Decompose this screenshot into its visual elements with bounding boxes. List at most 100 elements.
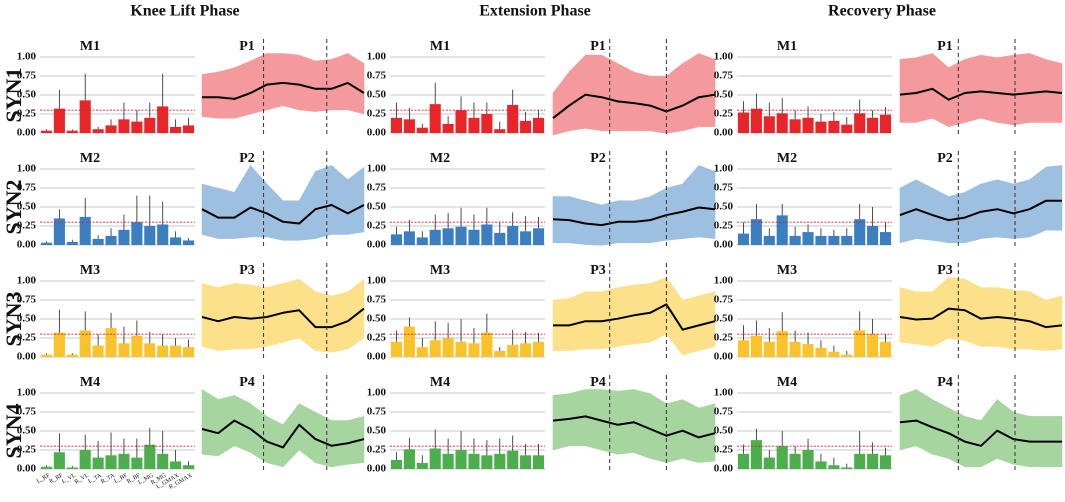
bar (79, 216, 91, 245)
bar (828, 120, 840, 133)
bar (763, 341, 775, 357)
y-tick-label: 0.75 (714, 294, 734, 306)
band (201, 388, 219, 457)
bar (79, 100, 91, 133)
panel-title: M4 (430, 375, 450, 390)
band (315, 165, 332, 239)
bar (79, 330, 91, 357)
bar (494, 350, 506, 357)
bar (828, 351, 840, 357)
y-tick-label: 0.50 (17, 425, 37, 437)
y-tick-label: 0.75 (714, 406, 734, 418)
panel-title: P1 (590, 39, 606, 54)
bar (429, 229, 441, 245)
bar (507, 450, 519, 469)
bar (157, 453, 169, 469)
y-tick-label: 0.25 (367, 444, 387, 456)
bar (118, 343, 130, 357)
bar (507, 344, 519, 357)
band (1045, 295, 1063, 351)
y-tick-label: 0.00 (714, 127, 734, 139)
band (649, 393, 667, 463)
band (666, 62, 683, 134)
bar (854, 219, 866, 245)
y-tick-label: 0.00 (714, 239, 734, 251)
y-tick-label: 0.00 (367, 127, 387, 139)
band (315, 59, 332, 112)
y-tick-label: 0.50 (17, 89, 37, 101)
bar (118, 229, 130, 245)
panel-title: M4 (80, 375, 100, 390)
y-tick-label: 0.75 (367, 70, 387, 82)
bar (789, 341, 801, 357)
panel-title: M2 (777, 151, 797, 166)
panel-title: P4 (590, 375, 606, 390)
bar (750, 108, 762, 133)
bar (40, 242, 53, 245)
panel-title: M3 (80, 263, 100, 278)
bar (776, 331, 788, 357)
y-tick-label: 0.75 (17, 70, 37, 82)
bar (66, 467, 78, 469)
bar (53, 452, 65, 469)
band (682, 52, 700, 132)
phase-title: Recovery Phase (828, 3, 936, 20)
y-tick-label: 0.50 (714, 425, 734, 437)
bar (442, 453, 454, 469)
y-tick-label: 0.00 (367, 351, 387, 363)
panel-title: P2 (937, 151, 953, 166)
y-tick-label: 0.50 (367, 425, 387, 437)
bar (468, 343, 480, 357)
bar (170, 345, 182, 357)
y-tick-label: 0.00 (367, 239, 387, 251)
bar (802, 232, 814, 245)
y-tick-label: 0.25 (714, 108, 734, 120)
band (266, 183, 284, 241)
y-tick-label: 0.25 (714, 444, 734, 456)
bar (416, 462, 428, 469)
bar (131, 457, 143, 469)
bar (105, 328, 117, 357)
band (1045, 59, 1063, 123)
bar (737, 112, 750, 133)
phase-title: Extension Phase (479, 3, 591, 20)
bar (867, 226, 879, 245)
bar (750, 219, 762, 245)
synergy-label: SYN3 (1, 291, 26, 346)
y-tick-label: 0.75 (367, 182, 387, 194)
mean-line (552, 206, 716, 227)
bar (105, 125, 117, 133)
y-tick-label: 0.75 (17, 294, 37, 306)
y-tick-label: 1.00 (714, 387, 734, 399)
y-tick-label: 1.00 (17, 51, 37, 63)
bar (182, 125, 195, 133)
bar (403, 231, 415, 245)
bar (40, 130, 53, 133)
bar (53, 332, 65, 357)
y-tick-label: 0.50 (17, 201, 37, 213)
band (250, 53, 268, 115)
panel-title: M2 (80, 151, 100, 166)
band (698, 403, 716, 463)
mean-line (552, 415, 716, 439)
band (649, 277, 667, 343)
bar (40, 354, 53, 357)
bar (170, 461, 182, 469)
bar (182, 347, 195, 357)
panel-title: M3 (777, 263, 797, 278)
band (201, 71, 219, 119)
bar (429, 104, 441, 133)
bar (776, 446, 788, 469)
bar (520, 120, 532, 133)
bar (182, 240, 195, 245)
bar (429, 340, 441, 357)
band (633, 71, 651, 132)
y-tick-label: 0.50 (367, 313, 387, 325)
bar (815, 235, 827, 245)
bar (867, 453, 879, 469)
band (915, 53, 933, 123)
panel-title: P2 (239, 151, 255, 166)
bar (144, 444, 156, 469)
mean-line (201, 307, 365, 329)
band (899, 389, 917, 451)
